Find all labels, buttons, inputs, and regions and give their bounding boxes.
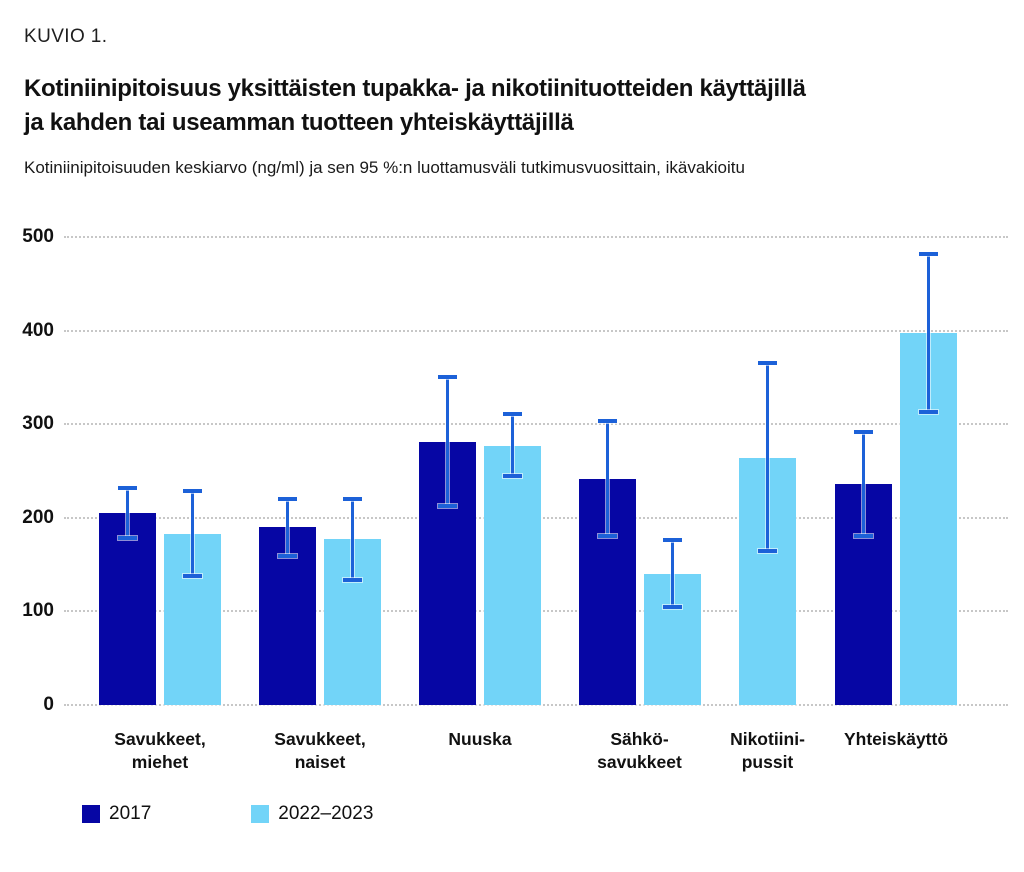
bar-2022-2023-nuuska bbox=[484, 445, 541, 705]
error-bar-2022-2023-sähkösavukkeet bbox=[662, 538, 682, 609]
gridline-500 bbox=[64, 236, 1008, 238]
error-bar-2022-2023-savukkeet-miehet bbox=[183, 488, 203, 578]
y-tick-label-400: 400 bbox=[22, 319, 54, 341]
legend-item-2022-2023: 2022–2023 bbox=[251, 803, 373, 825]
legend-label-2017: 2017 bbox=[109, 803, 152, 824]
category-label-line: Savukkeet, bbox=[114, 729, 206, 749]
error-bar-2022-2023-savukkeet-naiset bbox=[343, 497, 363, 582]
legend-label-2022-2023: 2022–2023 bbox=[278, 803, 374, 824]
error-bar-cap bbox=[597, 418, 617, 423]
category-label-nikotiinipussit: Nikotiini-pussit bbox=[683, 728, 853, 774]
legend-item-2017: 2017 bbox=[82, 803, 151, 825]
error-bar-line bbox=[862, 430, 865, 537]
bar-2017-savukkeet-miehet bbox=[99, 513, 156, 705]
category-label-line: miehet bbox=[131, 752, 189, 772]
error-bar-line bbox=[351, 498, 354, 581]
y-tick-label-300: 300 bbox=[22, 413, 54, 435]
error-bar-2022-2023-nuuska bbox=[503, 411, 523, 478]
chart-subtitle: Kotiniinipitoisuuden keskiarvo (ng/ml) j… bbox=[24, 158, 745, 177]
error-bar-cap bbox=[503, 411, 522, 416]
error-bar-cap bbox=[183, 488, 202, 493]
category-label-line: naiset bbox=[294, 752, 346, 772]
error-bar-2017-savukkeet-miehet bbox=[118, 485, 138, 541]
error-bar-cap bbox=[278, 554, 297, 559]
error-bar-cap bbox=[343, 497, 362, 502]
error-bar-line bbox=[191, 489, 194, 577]
chart-title-line-1: Kotiniinipitoisuus yksittäisten tupakka-… bbox=[24, 75, 806, 102]
error-bar-cap bbox=[597, 533, 617, 538]
chart-title-line-2: ja kahden tai useamman tuotteen yhteiskä… bbox=[24, 109, 574, 136]
error-bar-cap bbox=[438, 503, 457, 508]
error-bar-cap bbox=[278, 497, 297, 502]
legend-swatch-2017 bbox=[82, 805, 100, 823]
legend: 2017 2022–2023 bbox=[82, 803, 373, 825]
error-bar-line bbox=[511, 412, 514, 477]
y-tick-label-500: 500 bbox=[22, 226, 54, 247]
error-bar-cap bbox=[438, 374, 457, 379]
category-label-line: Yhteiskäyttö bbox=[843, 729, 949, 749]
y-tick-label-100: 100 bbox=[22, 600, 54, 622]
category-label-line: Nuuska bbox=[448, 729, 512, 749]
error-bar-2017-yhteiskäyttö bbox=[854, 429, 874, 538]
error-bar-line bbox=[446, 375, 449, 507]
error-bar-cap bbox=[662, 538, 682, 543]
error-bar-2022-2023-yhteiskäyttö bbox=[919, 251, 939, 414]
gridline-300 bbox=[64, 423, 1008, 426]
figure-number: KUVIO 1. bbox=[24, 26, 108, 47]
category-label-line: pussit bbox=[741, 752, 794, 772]
error-bar-line bbox=[766, 362, 769, 553]
error-bar-line bbox=[126, 486, 129, 540]
error-bar-line bbox=[670, 539, 674, 608]
error-bar-cap bbox=[118, 485, 137, 490]
error-bar-line bbox=[286, 498, 289, 558]
category-label-line: savukkeet bbox=[597, 752, 682, 772]
error-bar-2017-savukkeet-naiset bbox=[278, 497, 298, 559]
category-label-line: Savukkeet, bbox=[274, 729, 366, 749]
category-label-savukkeet-miehet: Savukkeet, miehet bbox=[75, 728, 245, 774]
error-bar-cap bbox=[854, 533, 873, 538]
error-bar-cap bbox=[183, 573, 202, 578]
category-label-nuuska: Nuuska bbox=[395, 728, 565, 751]
error-bar-2017-nuuska bbox=[438, 374, 458, 508]
error-bar-line bbox=[927, 252, 930, 413]
error-bar-cap bbox=[919, 409, 938, 414]
error-bar-cap bbox=[662, 604, 682, 609]
legend-swatch-2022-2023 bbox=[251, 805, 270, 823]
category-label-yhteiskäyttö: Yhteiskäyttö bbox=[811, 728, 981, 751]
error-bar-2017-sähkösavukkeet bbox=[597, 418, 617, 538]
error-bar-line bbox=[605, 419, 609, 537]
category-label-line: Nikotiini- bbox=[730, 729, 805, 749]
y-tick-label-0: 0 bbox=[43, 694, 54, 715]
gridline-400 bbox=[64, 329, 1008, 332]
category-label-savukkeet-naiset: Savukkeet, naiset bbox=[235, 728, 405, 774]
error-bar-cap bbox=[343, 577, 362, 582]
error-bar-2022-2023-nikotiinipussit bbox=[758, 361, 778, 554]
error-bar-cap bbox=[758, 549, 777, 554]
chart-title: Kotiniinipitoisuus yksittäisten tupakka-… bbox=[24, 72, 806, 140]
y-tick-label-200: 200 bbox=[22, 506, 54, 528]
category-label-line: Sähkö- bbox=[610, 729, 669, 749]
plot-area: 0 100 200 300 400 500 Savukkeet, miehet Savukkee… bbox=[22, 226, 1008, 772]
error-bar-cap bbox=[503, 473, 522, 478]
error-bar-cap bbox=[758, 361, 777, 366]
error-bar-cap bbox=[919, 251, 938, 256]
category-label-sähkösavukkeet: Sähkö-savukkeet bbox=[555, 728, 725, 774]
gridline-0 bbox=[64, 704, 1008, 706]
error-bar-cap bbox=[118, 536, 137, 541]
error-bar-cap bbox=[854, 429, 873, 434]
